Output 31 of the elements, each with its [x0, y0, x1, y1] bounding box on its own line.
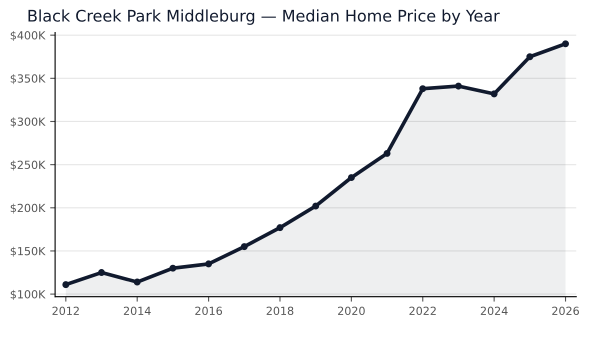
point — [562, 40, 569, 48]
y-tick-label: $350K — [10, 74, 46, 84]
point — [240, 243, 248, 250]
point — [205, 260, 212, 268]
chart-title: Black Creek Park Middleburg — Median Home Price by Year — [28, 9, 500, 25]
x-tick-label: 2014 — [124, 306, 151, 316]
point — [419, 85, 426, 92]
y-tick-label: $400K — [10, 30, 46, 42]
point — [526, 53, 534, 60]
y-tick-label: $250K — [10, 160, 46, 170]
y-tick-label: $150K — [10, 246, 46, 257]
x-tick-label: 2022 — [409, 306, 436, 316]
point — [169, 264, 176, 272]
x-tick-label: 2026 — [552, 306, 579, 316]
x-tick-label: 2020 — [338, 306, 365, 316]
point — [98, 269, 105, 276]
y-tick-label: $200K — [10, 204, 46, 214]
point — [490, 90, 498, 98]
point — [276, 224, 284, 232]
x-tick-label: 2024 — [480, 306, 508, 316]
point — [134, 278, 141, 286]
y-tick-label: $100K — [10, 290, 46, 300]
point — [348, 174, 355, 182]
point — [312, 202, 320, 210]
x-tick-label: 2012 — [52, 306, 79, 316]
y-tick-label: $300K — [10, 117, 46, 128]
x-tick-label: 2016 — [195, 306, 222, 316]
point — [454, 82, 462, 90]
point — [62, 281, 70, 288]
x-tick-label: 2018 — [266, 306, 294, 316]
point — [384, 150, 391, 157]
